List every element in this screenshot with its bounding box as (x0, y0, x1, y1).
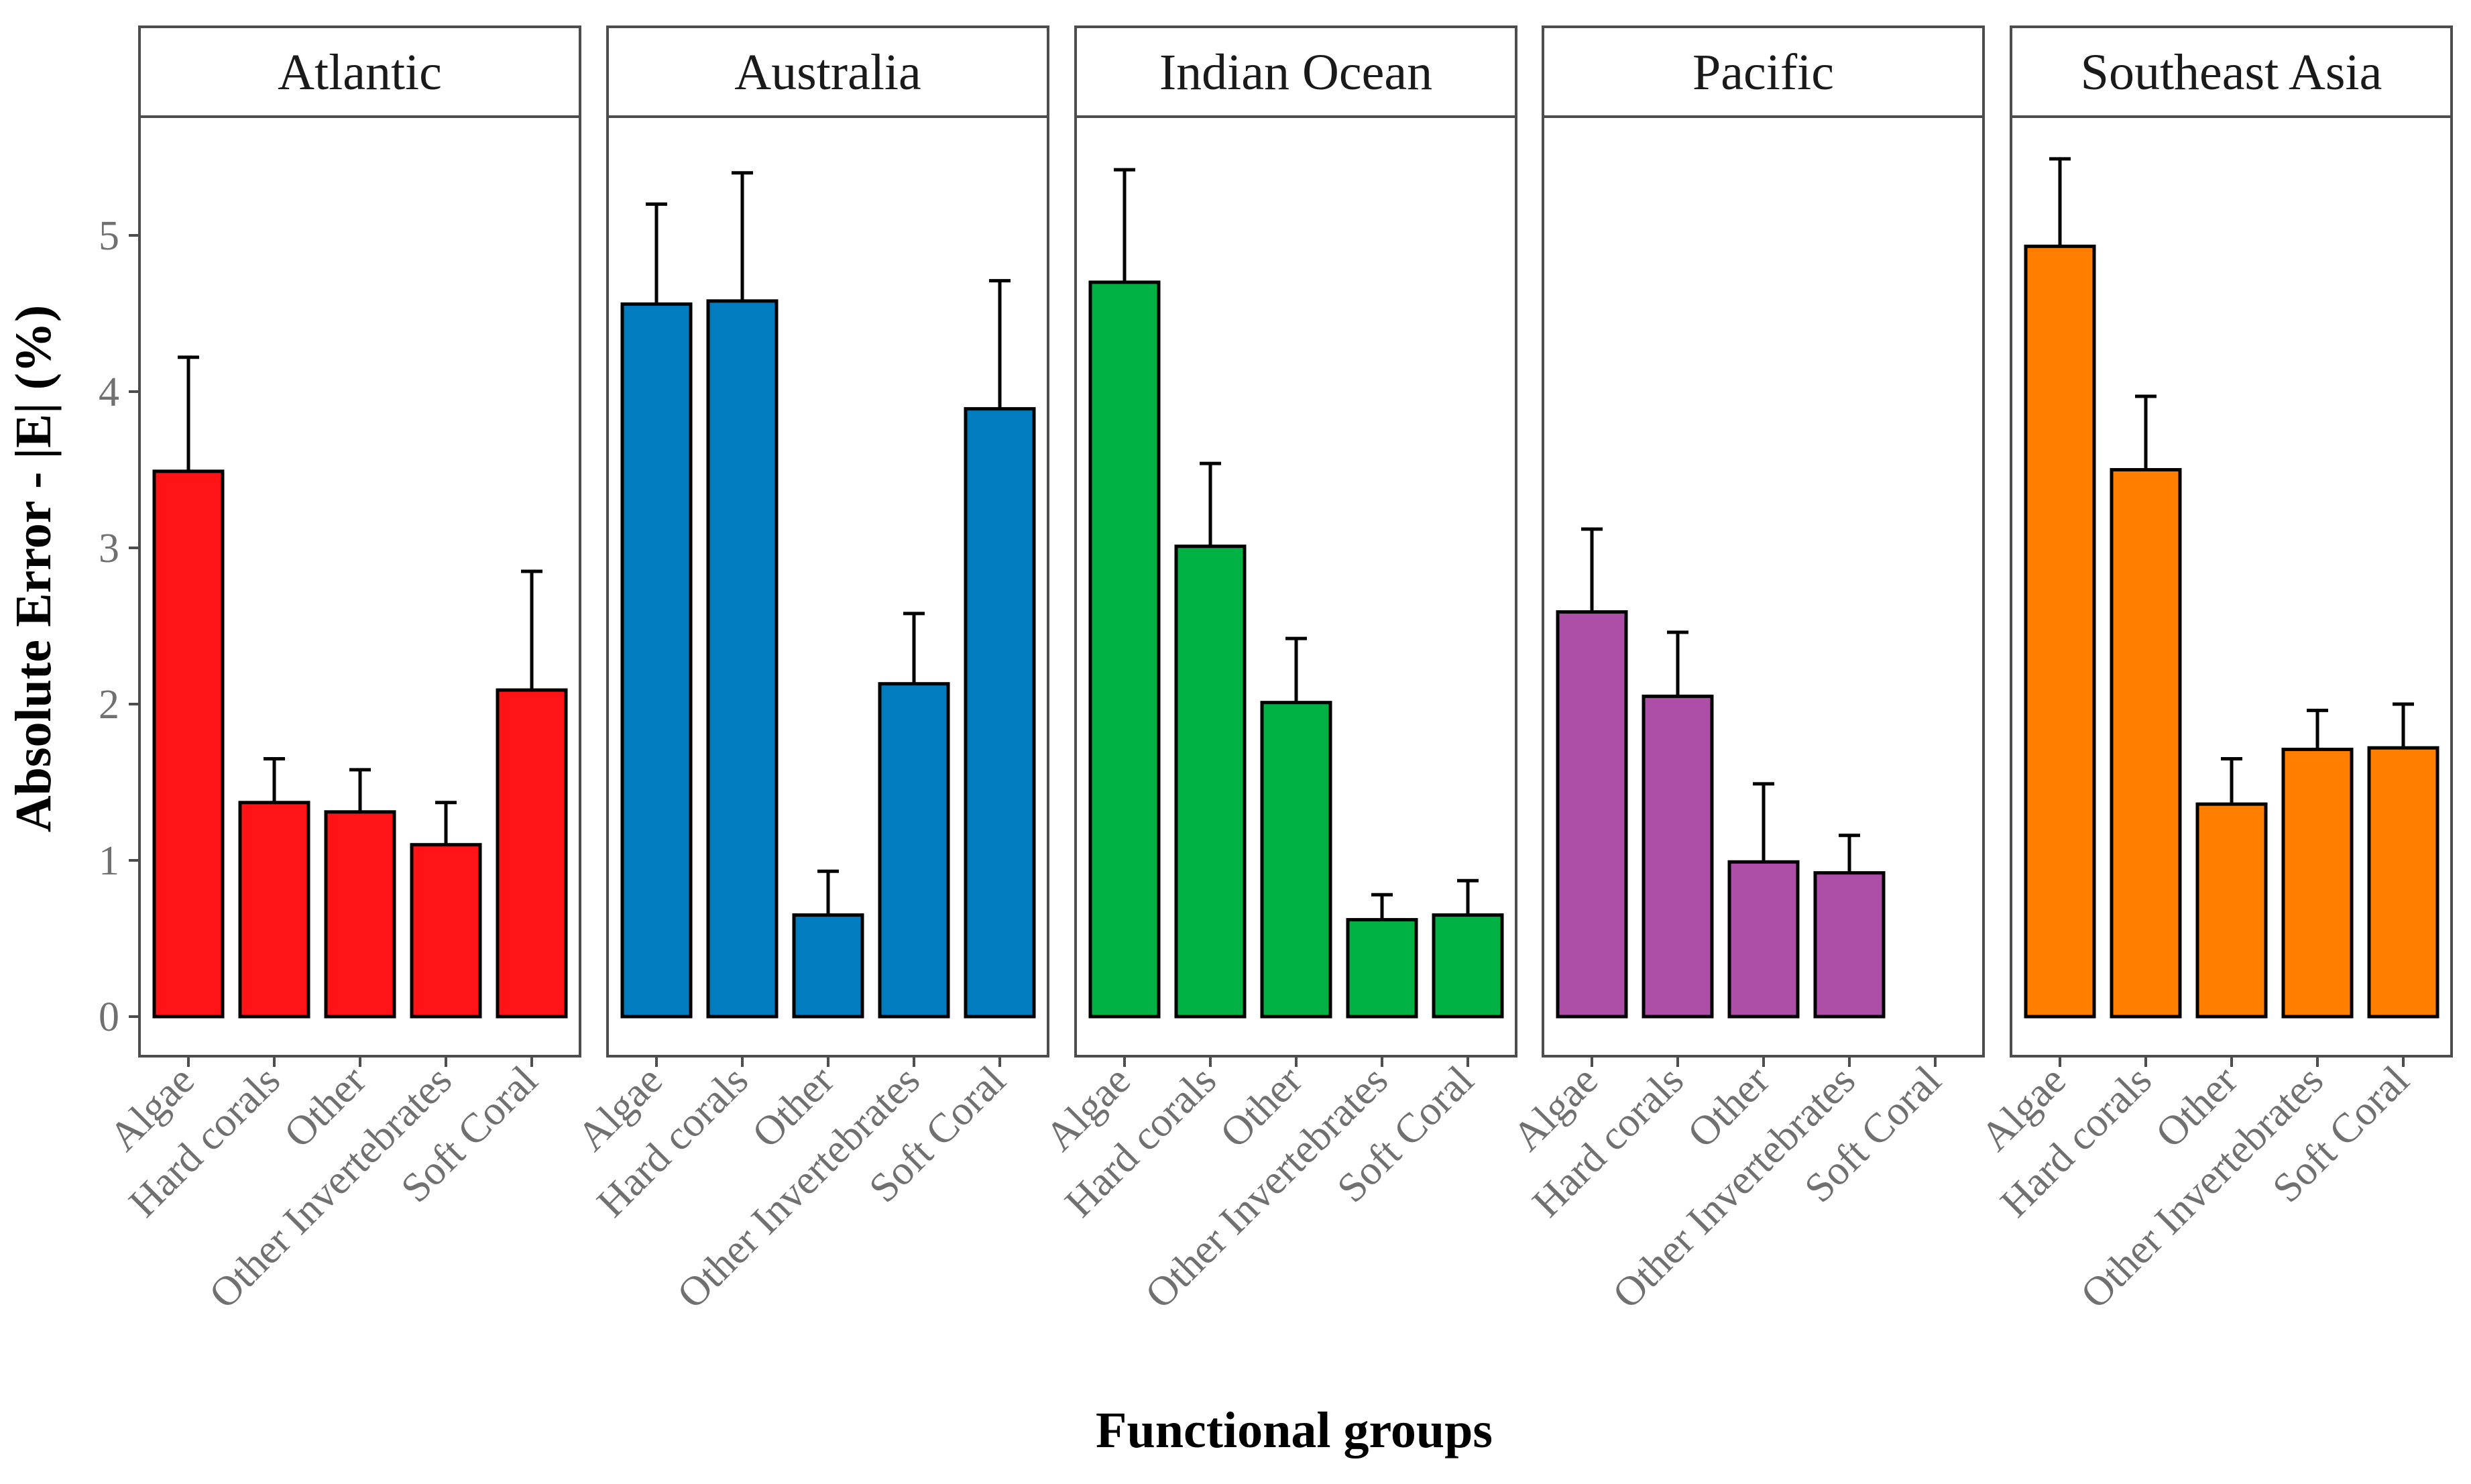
bar (496, 688, 568, 1019)
bar (152, 469, 225, 1019)
bar (238, 801, 310, 1019)
y-tick-label: 1 (99, 838, 119, 884)
bar (1813, 871, 1886, 1019)
bar (1642, 694, 1714, 1019)
bar (706, 299, 779, 1019)
x-axis-title: Functional groups (1096, 1402, 1493, 1459)
facet-strip (1542, 25, 1985, 118)
bar (878, 682, 950, 1019)
bar (2195, 802, 2268, 1019)
facet-strip (138, 25, 581, 118)
bar (1727, 860, 1800, 1019)
bar (2281, 748, 2354, 1019)
y-tick-label: 0 (99, 994, 119, 1040)
bar (1346, 918, 1418, 1019)
facet-strip-label: Australia (734, 44, 921, 101)
y-tick-label: 5 (99, 213, 119, 259)
facet-strip-label: Southeast Asia (2081, 44, 2382, 101)
bar (620, 302, 693, 1019)
bar (1088, 280, 1161, 1019)
bar (792, 913, 864, 1019)
facet-strip (606, 25, 1049, 118)
bar (2367, 746, 2439, 1019)
bar (1260, 701, 1332, 1019)
facet-strip-label: Pacific (1692, 44, 1834, 101)
bar (410, 843, 482, 1019)
bar (324, 810, 396, 1019)
bar (1174, 545, 1247, 1019)
y-axis: 0 1 2 3 4 5 (99, 213, 139, 1040)
facet-strip (2010, 25, 2453, 118)
y-axis-title: Absolute Error - |E| (%) (5, 305, 62, 832)
y-tick-label: 3 (99, 526, 119, 571)
bar (2110, 468, 2182, 1019)
facet-strip-label: Atlantic (278, 44, 442, 101)
bar (2024, 244, 2096, 1019)
facet-strip (1074, 25, 1517, 118)
facet-strip-label: Indian Ocean (1159, 44, 1432, 101)
bar (1432, 913, 1504, 1019)
y-tick-label: 4 (99, 369, 119, 415)
bar (964, 407, 1036, 1019)
bar (1556, 610, 1628, 1019)
y-tick-label: 2 (99, 682, 119, 728)
